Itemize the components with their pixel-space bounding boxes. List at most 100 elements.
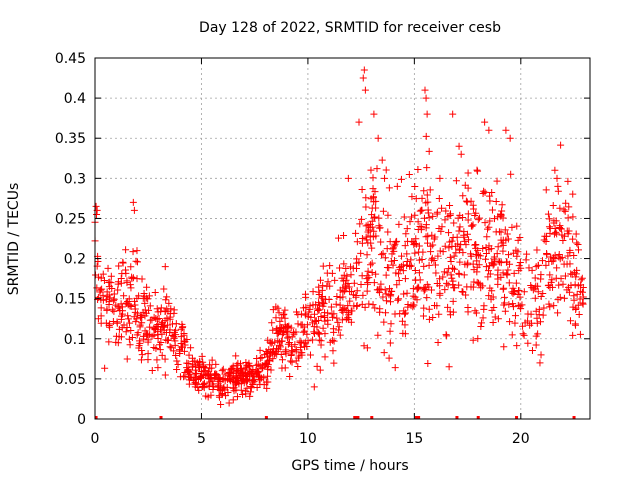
data-point (385, 264, 393, 272)
data-point (294, 320, 302, 328)
y-tick-label: 0.35 (55, 131, 86, 147)
outlier-point (455, 142, 463, 150)
data-point (144, 350, 152, 358)
data-point (232, 352, 240, 360)
data-point (566, 260, 574, 268)
data-point (185, 376, 193, 384)
data-point (313, 362, 321, 370)
data-point (479, 244, 487, 252)
data-point (416, 276, 424, 284)
y-tick-label: 0.3 (64, 171, 86, 187)
data-point (557, 225, 565, 233)
data-point (456, 211, 464, 219)
data-point (401, 242, 409, 250)
data-point (473, 278, 481, 286)
data-point (520, 288, 528, 296)
data-point (315, 306, 323, 314)
data-point (310, 323, 318, 331)
baseline-marker (515, 416, 519, 419)
data-point (107, 272, 115, 280)
data-point (344, 302, 352, 310)
data-point (577, 281, 585, 289)
data-point (476, 252, 484, 260)
data-point (423, 191, 431, 199)
data-point (413, 296, 421, 304)
data-point (129, 248, 137, 256)
data-point (412, 195, 420, 203)
data-point (372, 232, 380, 240)
data-point (138, 351, 146, 359)
data-point (479, 314, 487, 322)
baseline-marker (370, 416, 374, 419)
data-point (429, 313, 437, 321)
data-point (479, 282, 487, 290)
data-point (443, 279, 451, 287)
data-point (264, 357, 272, 365)
data-point (554, 309, 562, 317)
data-point (557, 141, 565, 149)
data-point (504, 235, 512, 243)
data-point (158, 351, 166, 359)
data-point (393, 281, 401, 289)
data-point (132, 257, 140, 265)
data-point (559, 236, 567, 244)
data-point (161, 355, 169, 363)
data-point (129, 274, 137, 282)
data-point (150, 343, 158, 351)
data-point (311, 329, 319, 337)
y-tick-label: 0.2 (64, 252, 86, 268)
data-point (347, 307, 355, 315)
data-point (438, 204, 446, 212)
data-point (538, 257, 546, 265)
baseline-marker (476, 416, 480, 419)
data-point (531, 284, 539, 292)
data-point (475, 279, 483, 287)
data-point (392, 238, 400, 246)
data-point (180, 337, 188, 345)
data-point (208, 356, 216, 364)
data-point (353, 259, 361, 267)
data-point (309, 336, 317, 344)
data-point (330, 310, 338, 318)
data-point (506, 260, 514, 268)
data-point (442, 331, 450, 339)
data-point (292, 328, 300, 336)
data-point (511, 312, 519, 320)
data-point (341, 287, 349, 295)
data-point (275, 309, 283, 317)
data-point (490, 260, 498, 268)
y-tick-label: 0.25 (55, 211, 86, 227)
data-point (370, 227, 378, 235)
data-point (188, 363, 196, 371)
baseline-marker (356, 416, 360, 419)
data-point (130, 313, 138, 321)
data-point (528, 266, 536, 274)
data-point (443, 332, 451, 340)
data-point (122, 266, 130, 274)
data-point (288, 333, 296, 341)
data-point (534, 288, 542, 296)
data-point (288, 347, 296, 355)
data-point (476, 214, 484, 222)
data-point (509, 284, 517, 292)
data-point (537, 292, 545, 300)
data-point (134, 329, 142, 337)
data-point (498, 201, 506, 209)
data-point (576, 295, 584, 303)
data-point (539, 289, 547, 297)
data-point (170, 328, 178, 336)
data-point (524, 310, 532, 318)
outlier-point (359, 74, 367, 82)
data-point (317, 312, 325, 320)
data-point (382, 309, 390, 317)
data-point (552, 217, 560, 225)
outlier-point (481, 118, 489, 126)
data-point (508, 223, 516, 231)
data-point (378, 156, 386, 164)
data-point (425, 261, 433, 269)
data-point (326, 338, 334, 346)
data-point (472, 241, 480, 249)
data-point (494, 266, 502, 274)
data-point (431, 261, 439, 269)
data-point (173, 365, 181, 373)
